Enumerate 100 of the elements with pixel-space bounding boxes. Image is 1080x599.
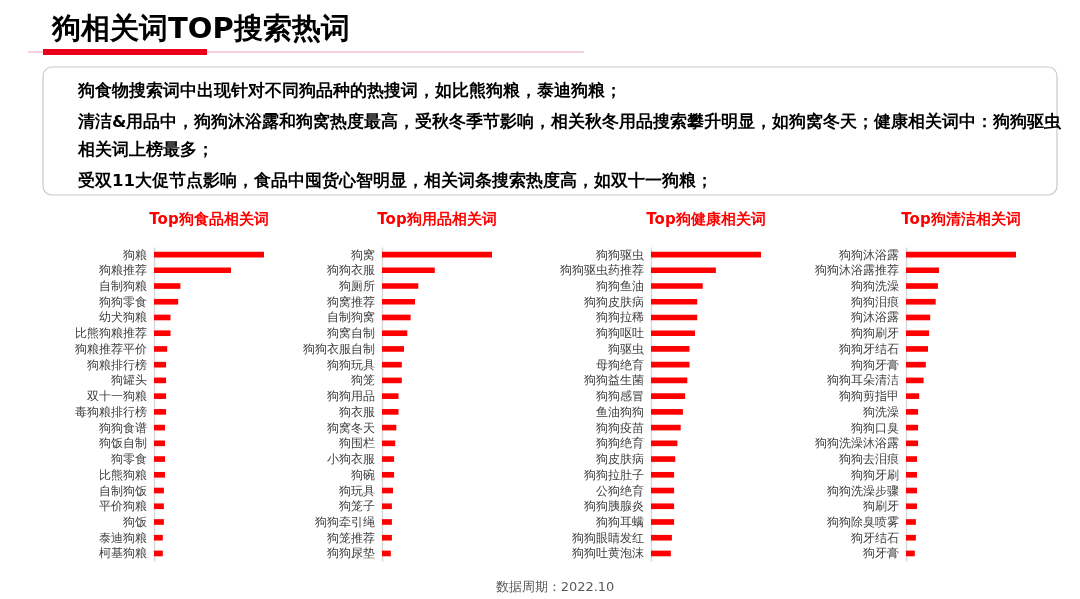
chart-title: Top狗健康相关词 [646, 210, 766, 228]
y-tick-label: 狗牙结石 [850, 530, 899, 545]
y-tick-label: 狗洗澡 [862, 404, 899, 419]
y-tick-label: 狗牙膏 [862, 546, 899, 561]
y-tick-label: 狗狗衣服 [326, 263, 375, 278]
y-tick-label: 泰迪狗粮 [98, 530, 147, 545]
text: 数据周期：2022.10 [495, 579, 615, 594]
bar [382, 393, 399, 399]
y-tick-label: 狗玩具 [338, 483, 375, 498]
bar [906, 298, 936, 305]
bar [382, 519, 392, 525]
y-tick-label: 狗狗益生菌 [583, 373, 644, 388]
y-tick-label: 狗笼子 [338, 499, 375, 514]
y-tick-label: 鱼油狗狗 [595, 404, 644, 419]
y-tick-label: 狗狗疫苗 [595, 420, 644, 435]
bar [154, 314, 171, 321]
bar [154, 534, 163, 541]
y-tick-label: 狗狗口臭 [850, 420, 899, 435]
y-tick-label: 狗沐浴露 [850, 310, 899, 325]
bar [906, 550, 915, 557]
y-tick-label: 幼犬狗粮 [98, 310, 147, 325]
bar [154, 393, 167, 399]
y-tick-label: 狗围栏 [338, 436, 375, 451]
bar [382, 550, 391, 557]
bar [906, 267, 939, 274]
y-tick-label: 毒狗粮排行榜 [74, 404, 147, 419]
y-tick-label: 狗驱虫 [607, 341, 644, 356]
y-tick-label: 狗饭自制 [98, 436, 147, 451]
bar [906, 283, 938, 289]
bar [651, 519, 675, 525]
bar [154, 519, 164, 525]
y-tick-label: 狗衣服 [338, 404, 375, 419]
y-tick-label: 狗狗拉肚子 [583, 467, 644, 482]
y-tick-label: 小狗衣服 [326, 452, 375, 467]
bar [651, 330, 695, 337]
y-tick-label: 公狗绝育 [595, 483, 644, 498]
chart-title: Top狗用品相关词 [377, 210, 497, 228]
y-tick-label: 狗狗吐黄泡沫 [571, 546, 644, 561]
bar [154, 456, 165, 462]
y-tick-label: 狗罐头 [110, 373, 147, 388]
text: 狗相关词TOP搜索热词 [51, 11, 350, 45]
y-tick-label: 狗狗胰腺炎 [583, 499, 644, 514]
bar [906, 377, 924, 384]
bar [382, 440, 396, 447]
y-tick-label: 狗狗剪指甲 [838, 389, 899, 404]
y-tick-label: 狗窝自制 [326, 326, 375, 341]
bar [382, 409, 399, 415]
y-tick-label: 狗刷牙 [862, 499, 899, 514]
text: 受双11大促节点影响，食品中囤货心智明显，相关词条搜索热度高，如双十一狗粮； [78, 171, 713, 190]
y-tick-label: 狗狗耳朵清洁 [826, 373, 899, 388]
y-tick-label: 自制狗窝 [326, 310, 375, 325]
y-tick-label: 狗厕所 [338, 279, 375, 294]
bar [906, 534, 916, 541]
bar [906, 361, 926, 368]
bar [154, 361, 167, 368]
bar [906, 456, 917, 462]
y-tick-label: 狗狗洗澡步骤 [826, 483, 899, 498]
bar [382, 456, 395, 462]
y-tick-label: 狗粮排行榜 [86, 357, 147, 372]
y-tick-label: 狗狗驱虫 [595, 247, 644, 262]
bar [154, 267, 231, 274]
bar [906, 440, 919, 447]
y-tick-label: 狗皮肤病 [595, 452, 644, 467]
bar [651, 503, 675, 510]
y-tick-label: 狗饭 [122, 514, 147, 529]
bar [382, 283, 419, 289]
text: 狗食物搜索词中出现针对不同狗品种的热搜词，如比熊狗粮，泰迪狗粮； [77, 81, 622, 100]
y-tick-label: 柯基狗粮 [98, 546, 147, 561]
y-tick-label: 狗狗去泪痕 [838, 452, 899, 467]
bar [154, 409, 167, 415]
y-tick-label: 狗狗拉稀 [595, 310, 644, 325]
y-tick-label: 狗窝 [350, 247, 375, 262]
y-tick-label: 狗狗洗澡 [850, 279, 899, 294]
bar [651, 440, 678, 447]
y-tick-label: 狗碗 [350, 467, 375, 482]
bar [651, 456, 676, 462]
bar [154, 283, 181, 289]
bar [651, 267, 716, 274]
y-tick-label: 狗狗牙结石 [838, 341, 899, 356]
y-tick-label: 狗狗除臭喷雾 [826, 514, 899, 529]
chart-title: Top狗清洁相关词 [901, 210, 1021, 228]
bar [906, 519, 916, 525]
y-tick-label: 狗零食 [110, 452, 147, 467]
y-tick-label: 狗狗零食 [98, 294, 147, 309]
bar [154, 330, 171, 337]
y-tick-label: 自制狗饭 [98, 483, 147, 498]
y-tick-label: 双十一狗粮 [86, 389, 147, 404]
bar [382, 314, 411, 321]
bar [154, 440, 165, 447]
y-tick-label: 狗狗用品 [326, 389, 375, 404]
bar [651, 283, 703, 289]
y-tick-label: 狗窝推荐 [326, 294, 375, 309]
y-tick-label: 狗狗洗澡沐浴露 [814, 436, 899, 451]
y-tick-label: 狗狗眼睛发红 [571, 530, 644, 545]
y-tick-label: 平价狗粮 [98, 499, 147, 514]
y-tick-label: 狗狗驱虫药推荐 [559, 263, 644, 278]
bar [651, 346, 690, 352]
y-tick-label: 狗狗鱼油 [595, 279, 644, 294]
bar [382, 346, 404, 352]
bar [154, 298, 179, 305]
